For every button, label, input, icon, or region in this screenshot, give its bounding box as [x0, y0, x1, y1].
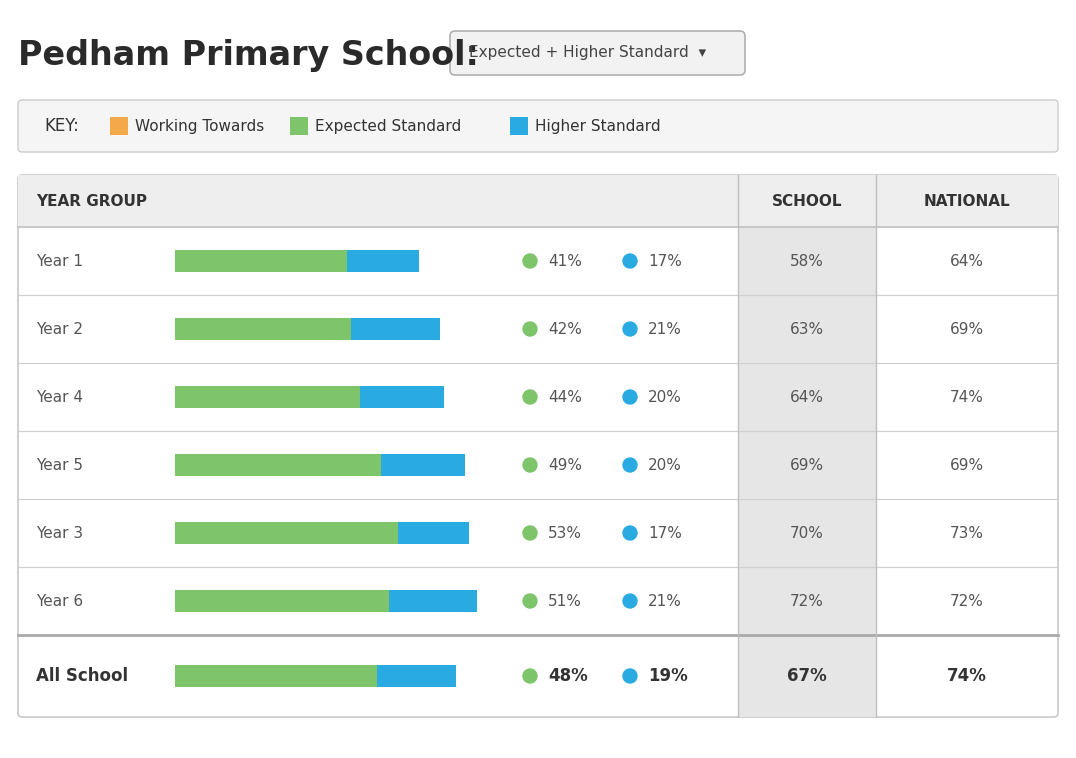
Text: 51%: 51%: [548, 594, 582, 609]
Text: 64%: 64%: [950, 253, 983, 268]
Text: YEAR GROUP: YEAR GROUP: [36, 193, 147, 208]
Text: 67%: 67%: [788, 667, 826, 685]
Circle shape: [623, 254, 637, 268]
Circle shape: [623, 322, 637, 336]
Text: 20%: 20%: [648, 390, 682, 405]
Text: 69%: 69%: [790, 458, 824, 472]
Text: 72%: 72%: [950, 594, 983, 609]
Bar: [175, 522, 398, 544]
FancyBboxPatch shape: [450, 31, 745, 75]
Text: Year 2: Year 2: [36, 321, 83, 337]
Text: 42%: 42%: [548, 321, 582, 337]
Text: 70%: 70%: [790, 525, 824, 540]
Text: 41%: 41%: [548, 253, 582, 268]
Text: Expected + Higher Standard  ▾: Expected + Higher Standard ▾: [469, 45, 706, 61]
Circle shape: [623, 669, 637, 683]
Bar: [18, 175, 1058, 227]
Text: 21%: 21%: [648, 594, 682, 609]
Circle shape: [523, 254, 537, 268]
Circle shape: [523, 458, 537, 472]
Circle shape: [523, 594, 537, 608]
Text: 44%: 44%: [548, 390, 582, 405]
Text: 72%: 72%: [790, 594, 824, 609]
Text: 53%: 53%: [548, 525, 582, 540]
Bar: [175, 386, 359, 408]
Bar: [348, 250, 419, 272]
Text: 19%: 19%: [648, 667, 688, 685]
Text: Year 5: Year 5: [36, 458, 83, 472]
Bar: [390, 590, 478, 612]
Circle shape: [523, 669, 537, 683]
Text: 20%: 20%: [648, 458, 682, 472]
Bar: [175, 318, 352, 340]
Bar: [110, 117, 128, 135]
Bar: [398, 522, 469, 544]
Text: Pedham Primary School:: Pedham Primary School:: [18, 39, 479, 71]
Circle shape: [523, 322, 537, 336]
Text: Year 3: Year 3: [36, 525, 83, 540]
Circle shape: [623, 526, 637, 540]
Bar: [738, 175, 876, 717]
Text: 63%: 63%: [790, 321, 824, 337]
Circle shape: [623, 390, 637, 404]
Text: SCHOOL: SCHOOL: [771, 193, 843, 208]
Text: Working Towards: Working Towards: [134, 118, 265, 133]
Text: NATIONAL: NATIONAL: [923, 193, 1010, 208]
Text: Expected Standard: Expected Standard: [315, 118, 462, 133]
Text: 48%: 48%: [548, 667, 587, 685]
Bar: [175, 590, 390, 612]
Text: 21%: 21%: [648, 321, 682, 337]
FancyBboxPatch shape: [18, 175, 1058, 717]
Text: 69%: 69%: [950, 458, 985, 472]
Text: 17%: 17%: [648, 525, 682, 540]
Text: 74%: 74%: [950, 390, 983, 405]
Bar: [510, 117, 528, 135]
Circle shape: [623, 594, 637, 608]
Text: All School: All School: [36, 667, 128, 685]
Text: 58%: 58%: [790, 253, 824, 268]
Circle shape: [623, 458, 637, 472]
Bar: [175, 665, 377, 687]
Text: 74%: 74%: [947, 667, 987, 685]
Text: 17%: 17%: [648, 253, 682, 268]
Text: Year 4: Year 4: [36, 390, 83, 405]
Bar: [352, 318, 440, 340]
Circle shape: [523, 390, 537, 404]
Text: Year 6: Year 6: [36, 594, 83, 609]
Bar: [381, 454, 465, 476]
Bar: [291, 117, 308, 135]
Bar: [175, 454, 381, 476]
Bar: [359, 386, 443, 408]
Text: KEY:: KEY:: [44, 117, 79, 135]
FancyBboxPatch shape: [18, 100, 1058, 152]
Text: 49%: 49%: [548, 458, 582, 472]
Text: Higher Standard: Higher Standard: [535, 118, 661, 133]
Text: 73%: 73%: [950, 525, 983, 540]
Bar: [175, 250, 348, 272]
Text: 64%: 64%: [790, 390, 824, 405]
Text: 69%: 69%: [950, 321, 985, 337]
Text: Year 1: Year 1: [36, 253, 83, 268]
Circle shape: [523, 526, 537, 540]
Bar: [377, 665, 456, 687]
